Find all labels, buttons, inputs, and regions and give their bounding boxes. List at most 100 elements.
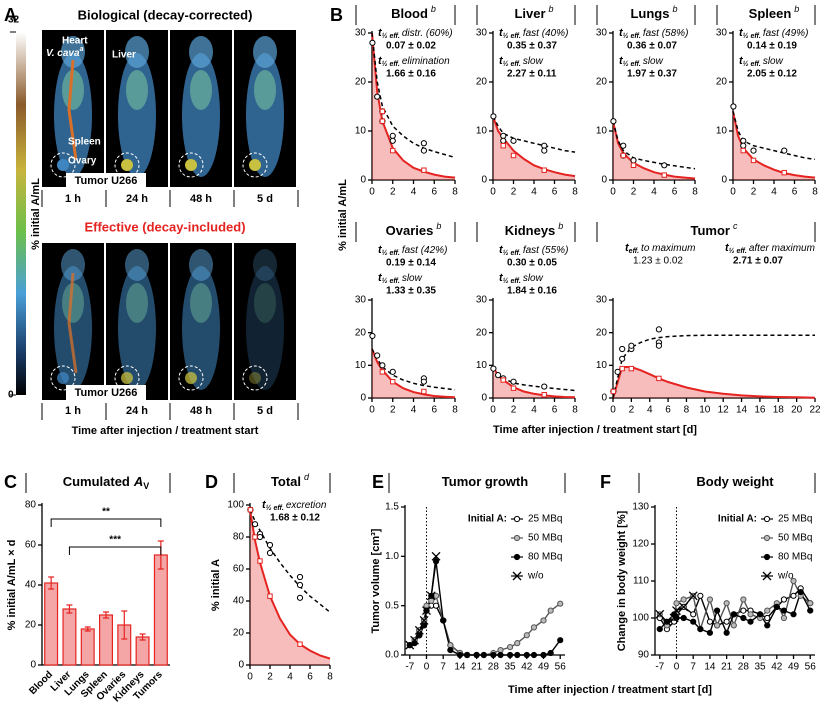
data-point bbox=[764, 622, 771, 629]
y-tick-label: 100 bbox=[227, 500, 244, 511]
data-point bbox=[369, 332, 376, 340]
head-shape bbox=[189, 36, 213, 68]
data-point bbox=[669, 613, 679, 623]
data-point bbox=[497, 646, 504, 654]
data-point bbox=[510, 152, 517, 159]
annotation-text: slow bbox=[402, 273, 423, 284]
colorbar-tick-label: 0 bbox=[8, 390, 14, 401]
data-point bbox=[369, 39, 376, 46]
data-point bbox=[655, 326, 663, 333]
data-point bbox=[661, 172, 667, 178]
annotation-value: 1.84 ± 0.16 bbox=[507, 286, 557, 297]
bar bbox=[135, 636, 150, 666]
x-tick-label: 4 bbox=[651, 187, 657, 198]
annotation-symbol: t bbox=[378, 244, 383, 256]
annotation-value: 0.30 ± 0.05 bbox=[507, 258, 557, 269]
data-point bbox=[790, 611, 797, 618]
x-tick-label: 2 bbox=[751, 187, 757, 198]
chart-title: Lungs b bbox=[630, 4, 677, 21]
x-tick-label: 28 bbox=[488, 662, 500, 673]
data-point bbox=[740, 142, 747, 149]
data-point bbox=[672, 606, 681, 616]
x-tick-label: 4 bbox=[647, 405, 653, 416]
organ-label: V. cavaa bbox=[46, 46, 84, 59]
data-point bbox=[463, 651, 471, 659]
y-axis-label: Change in body weight [%] bbox=[616, 510, 628, 651]
x-tick-label: 6 bbox=[665, 405, 671, 416]
y-tick-label: 0 bbox=[601, 393, 607, 404]
data-point bbox=[723, 600, 730, 607]
data-point bbox=[473, 651, 480, 659]
data-point bbox=[497, 651, 504, 659]
annotation: t½ eff. slow bbox=[739, 55, 784, 68]
data-point bbox=[688, 591, 698, 601]
y-tick-label: 130 bbox=[632, 502, 649, 513]
data-point bbox=[790, 592, 797, 599]
data-point bbox=[541, 167, 547, 173]
annotation: t½ eff. slow bbox=[499, 272, 544, 285]
time-label: 24 h bbox=[126, 193, 148, 205]
x-tick-label: 6 bbox=[431, 187, 437, 198]
annotation-subscript: ½ eff. bbox=[729, 247, 747, 255]
data-point bbox=[500, 377, 506, 383]
x-tick-label: 14 bbox=[454, 662, 466, 673]
title-note: d bbox=[304, 472, 310, 482]
data-point bbox=[764, 614, 771, 622]
y-axis-label: % initial A/mL × d bbox=[6, 540, 18, 631]
data-point bbox=[781, 169, 787, 176]
data-point bbox=[426, 591, 436, 601]
x-tick-label: 20 bbox=[791, 405, 803, 416]
fit-area bbox=[493, 116, 575, 180]
title-subscript: V bbox=[143, 481, 149, 491]
y-axis-label: % initial A/mL bbox=[337, 179, 349, 251]
x-tick-label: 21 bbox=[471, 662, 483, 673]
annotation-symbol: t bbox=[499, 27, 504, 39]
x-tick-label: 49 bbox=[538, 662, 550, 673]
x-tick-label: 21 bbox=[721, 662, 733, 673]
annotation-symbol: t bbox=[262, 499, 267, 511]
annotation: t½ eff. slow bbox=[619, 55, 664, 68]
data-point bbox=[756, 611, 764, 618]
data-point bbox=[490, 651, 497, 659]
data-point bbox=[661, 162, 668, 169]
fit-line bbox=[612, 120, 696, 180]
data-point bbox=[541, 392, 547, 398]
colorbar-tick-label: 32 bbox=[8, 15, 20, 26]
x-tick-label: 42 bbox=[771, 662, 783, 673]
annotation-symbol: t bbox=[619, 27, 624, 39]
annotation-text: slow bbox=[523, 273, 544, 284]
annotation-subscript: ½ eff. bbox=[503, 32, 521, 40]
annotation: t½ eff. fast (55%) bbox=[499, 244, 568, 257]
data-point bbox=[750, 157, 757, 164]
data-point bbox=[495, 372, 502, 379]
data-point bbox=[740, 596, 747, 603]
annotation-symbol: t bbox=[739, 27, 744, 39]
data-point bbox=[421, 167, 427, 173]
x-tick-label: 6 bbox=[431, 405, 437, 416]
tumor-spot bbox=[185, 159, 197, 171]
data-point bbox=[690, 611, 697, 618]
panel-letter: E bbox=[372, 472, 384, 492]
body-shape bbox=[182, 266, 220, 390]
annotation-text: slow bbox=[763, 56, 784, 67]
data-point bbox=[656, 375, 662, 382]
legend-label: 80 MBq bbox=[528, 552, 562, 563]
tumor-spot bbox=[57, 159, 69, 171]
data-point bbox=[740, 614, 747, 622]
tumor-spot bbox=[249, 159, 261, 171]
annotation-text: slow bbox=[523, 56, 544, 67]
fit-area bbox=[372, 33, 455, 180]
data-point bbox=[419, 616, 429, 625]
annotation-value: 2.71 ± 0.07 bbox=[733, 256, 783, 267]
annotation: t½ eff. fast (42%) bbox=[378, 244, 447, 257]
fit-area bbox=[372, 349, 455, 398]
data-point bbox=[557, 637, 564, 644]
y-tick-label: 20 bbox=[355, 77, 367, 88]
label-note: a bbox=[80, 46, 84, 53]
annotation-text: to maximum bbox=[641, 243, 695, 254]
annotation-symbol: t bbox=[499, 244, 504, 256]
y-tick-label: 20 bbox=[25, 620, 37, 631]
data-point bbox=[547, 607, 554, 614]
annotation-symbol: t bbox=[378, 55, 383, 67]
colorbar bbox=[16, 32, 26, 395]
